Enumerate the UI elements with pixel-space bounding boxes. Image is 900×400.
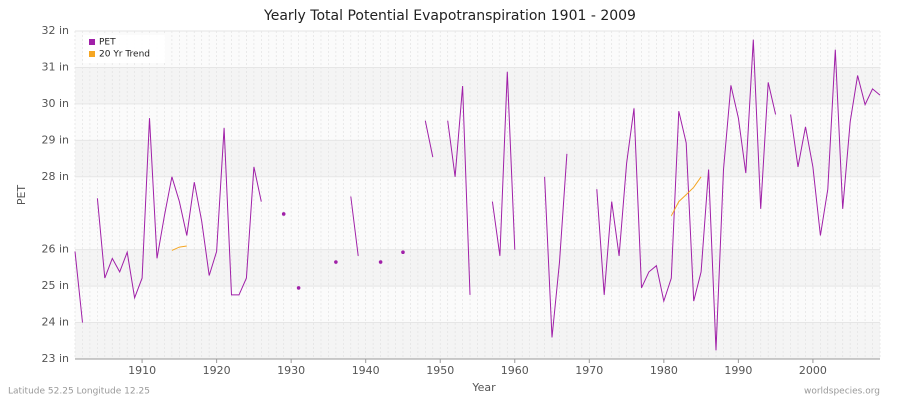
legend-swatch: [89, 39, 95, 45]
plot-area: [74, 30, 881, 360]
y-axis-label: PET: [15, 185, 28, 206]
y-tick-label: 31 in: [41, 60, 69, 73]
data-point: [378, 260, 383, 264]
x-tick-label: 1910: [128, 364, 156, 377]
footer-right: worldspecies.org: [804, 387, 880, 397]
legend-swatch: [89, 51, 95, 57]
chart-title: Yearly Total Potential Evapotranspiratio…: [263, 8, 636, 24]
legend-label: PET: [99, 38, 116, 48]
y-tick-label: 23 in: [41, 352, 69, 365]
x-tick-label: 1920: [203, 364, 231, 377]
y-tick-label: 28 in: [41, 170, 69, 183]
y-tick-label: 32 in: [41, 24, 69, 37]
series-line: [596, 39, 777, 351]
series-line: [350, 196, 359, 256]
x-tick-label: 1940: [352, 364, 380, 377]
x-tick-label: 1960: [501, 364, 529, 377]
y-tick-label: 30 in: [41, 97, 69, 110]
series-line: [670, 176, 702, 217]
series-line: [424, 120, 434, 158]
y-tick-label: 25 in: [41, 279, 69, 292]
series-line: [74, 251, 83, 323]
series-line: [790, 49, 881, 236]
x-tick-label: 1930: [277, 364, 305, 377]
series-line: [96, 118, 262, 300]
x-tick-label: 2000: [799, 364, 827, 377]
x-axis-label: Year: [471, 381, 496, 394]
x-tick-label: 1980: [650, 364, 678, 377]
data-point: [296, 286, 301, 290]
series-line: [491, 71, 516, 256]
series-line: [544, 153, 568, 338]
series-line: [171, 245, 187, 251]
data-point: [334, 260, 338, 264]
footer-left: Latitude 52.25 Longitude 12.25: [8, 387, 150, 397]
x-tick-label: 1970: [575, 364, 603, 377]
grid-band: [75, 31, 880, 68]
y-tick-label: 24 in: [41, 316, 69, 329]
x-tick-label: 1950: [426, 364, 454, 377]
legend-label: 20 Yr Trend: [99, 50, 150, 60]
y-tick-label: 29 in: [41, 133, 69, 146]
y-tick-label: 26 in: [41, 243, 69, 256]
grid-band: [75, 103, 880, 141]
data-point: [401, 250, 405, 255]
x-tick-label: 1990: [724, 364, 752, 377]
data-point: [281, 212, 286, 216]
series-line: [447, 85, 471, 295]
legend-box: [83, 35, 165, 63]
